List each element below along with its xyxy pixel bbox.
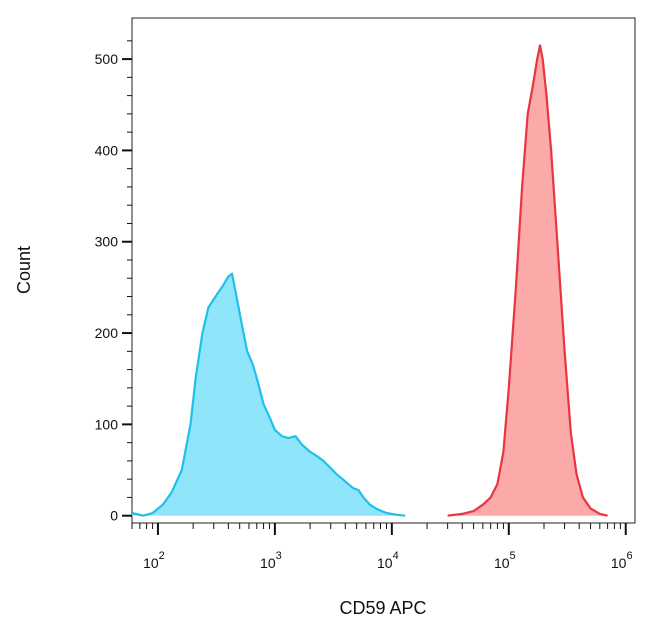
x-tick-label: 103	[260, 550, 282, 571]
axis-layer: 0 100 200 300 400 500 102 103 104 105 106	[95, 40, 633, 571]
y-tick-label: 300	[95, 234, 119, 250]
series-line-1	[447, 44, 608, 517]
y-axis-title: Count	[14, 246, 34, 294]
x-tick-label: 106	[611, 550, 633, 571]
y-tick-label: 400	[95, 142, 119, 158]
series-area-0	[132, 273, 406, 516]
y-tick-label: 0	[110, 508, 118, 524]
series-layer	[131, 44, 608, 517]
x-tick-label: 104	[377, 550, 399, 571]
y-tick-label: 200	[95, 325, 119, 341]
x-tick-label: 105	[494, 550, 516, 571]
y-tick-label: 500	[95, 51, 119, 67]
x-tick-label: 102	[143, 550, 165, 571]
series-line-0	[131, 272, 406, 517]
y-tick-label: 100	[95, 416, 119, 432]
x-axis-title: CD59 APC	[339, 598, 426, 618]
